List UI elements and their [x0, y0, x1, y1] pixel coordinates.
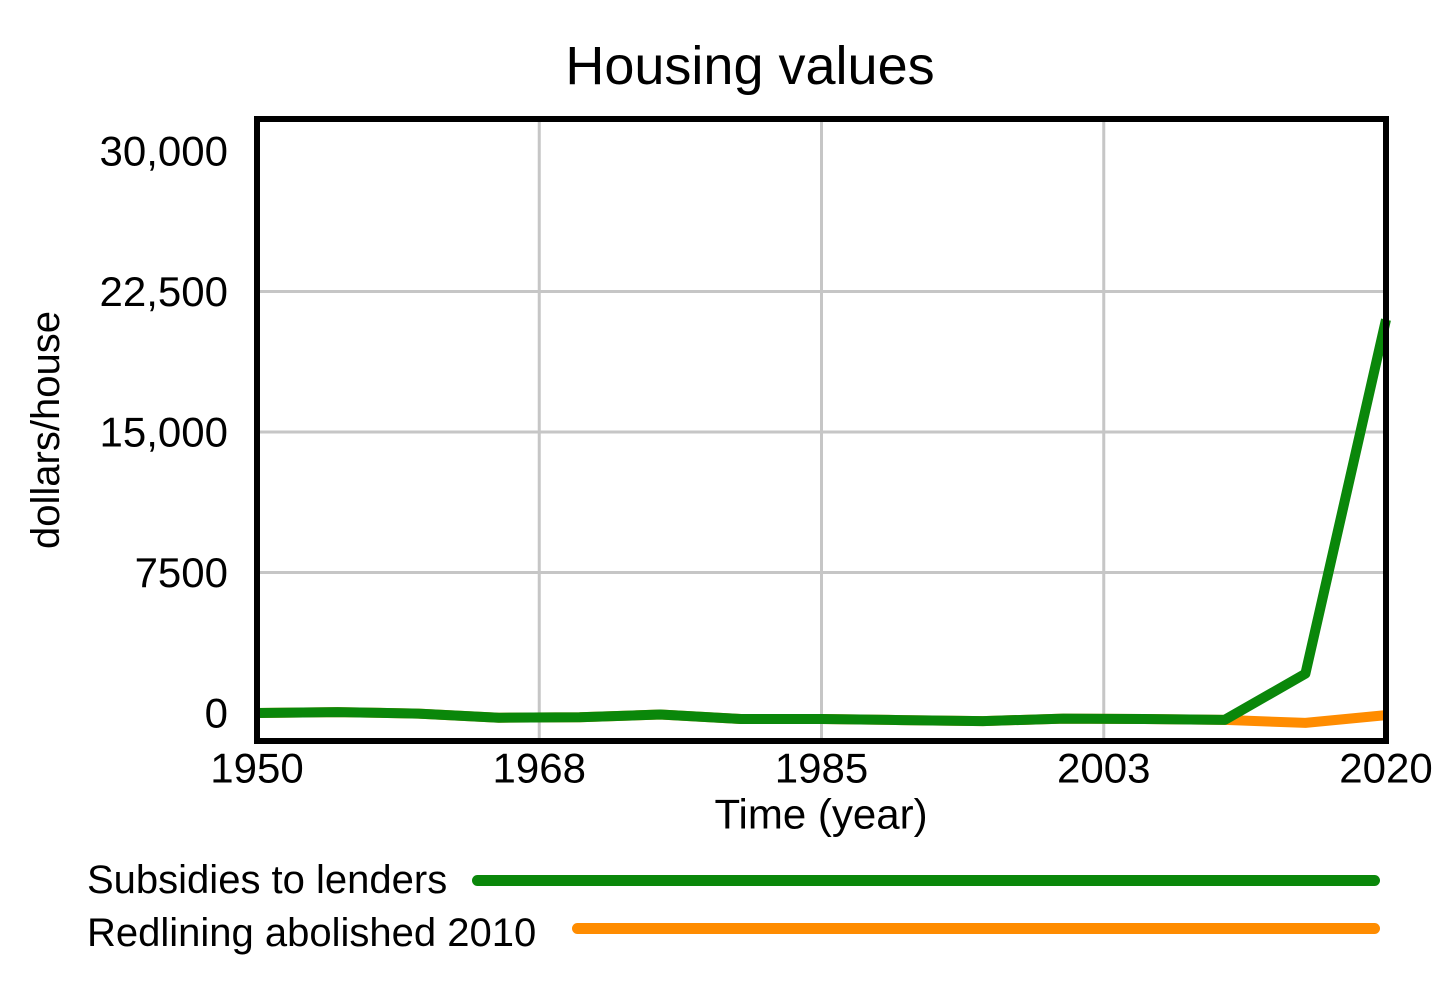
- x-axis-tick-labels: 1950 1968 1985 2003 2020: [210, 745, 1432, 792]
- y-axis-title: dollars/house: [24, 311, 68, 549]
- x-tick-label: 1968: [493, 745, 586, 792]
- legend-row-subsidies: Subsidies to lenders: [87, 856, 447, 904]
- x-tick-label: 2020: [1339, 745, 1432, 792]
- gridlines: [257, 119, 1386, 741]
- series-line-subsidies-to-lenders: [256, 318, 1391, 727]
- y-tick-label: 30,000: [100, 128, 228, 175]
- series-lines: [256, 318, 1391, 728]
- y-tick-label: 15,000: [100, 409, 228, 456]
- y-tick-label: 7500: [135, 549, 228, 596]
- legend-label-redlining: Redlining abolished 2010: [87, 911, 537, 955]
- legend-label-subsidies: Subsidies to lenders: [87, 858, 448, 902]
- legend-row-redlining: Redlining abolished 2010: [87, 909, 536, 957]
- chart-title: Housing values: [565, 36, 934, 96]
- x-tick-label: 1950: [210, 745, 303, 792]
- y-tick-label: 0: [205, 690, 228, 737]
- y-axis-tick-labels: 30,000 22,500 15,000 7500 0: [100, 128, 228, 737]
- x-tick-label: 2003: [1057, 745, 1150, 792]
- legend-line-redlining: [572, 923, 1380, 934]
- x-axis-title: Time (year): [714, 791, 927, 838]
- plot-border: [254, 116, 1389, 744]
- x-tick-label: 1985: [775, 745, 868, 792]
- legend-line-subsidies: [472, 875, 1380, 886]
- y-tick-label: 22,500: [100, 268, 228, 315]
